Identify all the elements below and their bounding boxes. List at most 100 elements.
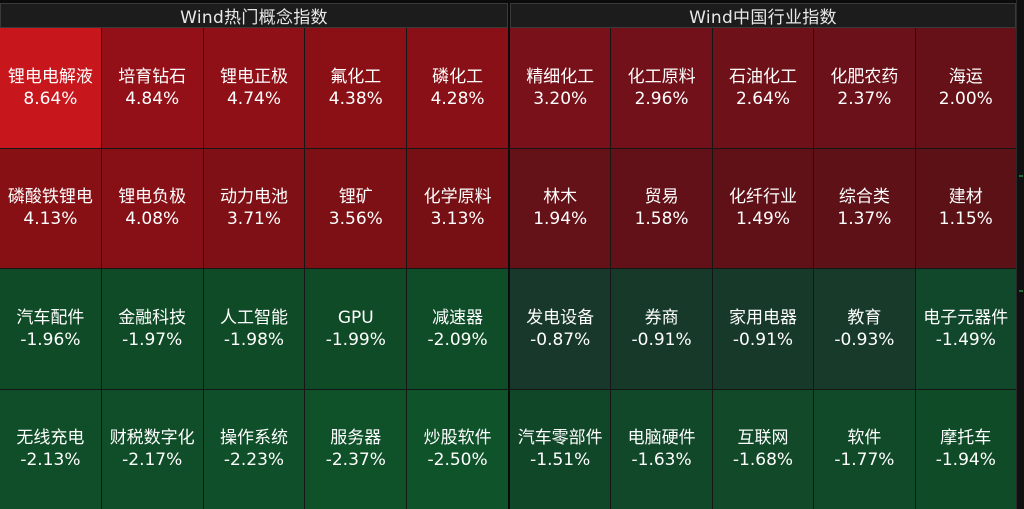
heatmap-tile[interactable]: 金融科技 -1.97% — [101, 269, 203, 389]
industry-index-heatmap: 精细化工 3.20% 化工原料 2.96% 石油化工 2.64% 化肥农药 2.37% 海运 2.… — [510, 28, 1016, 509]
tile-name: 减速器 — [432, 307, 484, 328]
tile-change: -1.49% — [935, 329, 996, 350]
tile-name: 林木 — [543, 187, 578, 208]
heatmap-tile[interactable]: 教育 -0.93% — [814, 269, 915, 389]
tile-name: 综合类 — [838, 187, 890, 208]
tile-name: 建材 — [948, 187, 983, 208]
tile-change: -1.63% — [631, 450, 692, 471]
heatmap-tile[interactable]: 无线充电 -2.13% — [0, 389, 101, 509]
heatmap-tile[interactable]: 化纤行业 1.49% — [712, 148, 814, 268]
concept-index-panel: Wind热门概念指数 锂电电解液 8.64% 培育钻石 4.84% 锂电正极 4.74% 氟… — [0, 0, 508, 509]
tile-name: 电子元器件 — [923, 307, 1009, 328]
heatmap-tile[interactable]: 锂电电解液 8.64% — [0, 28, 101, 148]
tile-name: GPU — [337, 307, 374, 328]
heatmap-tile[interactable]: 互联网 -1.68% — [712, 389, 814, 509]
heatmap-tile[interactable]: 汽车配件 -1.96% — [0, 269, 101, 389]
heatmap-tile[interactable]: 锂电正极 4.74% — [203, 28, 305, 148]
tile-name: 人工智能 — [219, 307, 288, 328]
tile-name: 汽车配件 — [16, 307, 85, 328]
tile-name: 锂电负极 — [118, 187, 187, 208]
tile-change: 1.94% — [533, 209, 588, 230]
heatmap-tile[interactable]: 摩托车 -1.94% — [915, 389, 1016, 509]
tile-change: 3.71% — [226, 209, 281, 230]
tile-name: 化纤行业 — [728, 187, 797, 208]
tile-change: 2.64% — [735, 88, 790, 109]
heatmap-tile[interactable]: 汽车零部件 -1.51% — [510, 389, 611, 509]
tile-change: -1.99% — [325, 329, 386, 350]
tile-name: 化学原料 — [423, 187, 492, 208]
tile-name: 培育钻石 — [118, 66, 187, 87]
heatmap-tile[interactable]: 石油化工 2.64% — [712, 28, 814, 148]
heatmap-tile[interactable]: 林木 1.94% — [510, 148, 611, 268]
heatmap-tile[interactable]: 建材 1.15% — [915, 148, 1016, 268]
tile-name: 电脑硬件 — [627, 428, 696, 449]
heatmap-tile[interactable]: 氟化工 4.38% — [305, 28, 407, 148]
tile-name: 炒股软件 — [423, 428, 492, 449]
tile-change: 1.58% — [634, 209, 689, 230]
tile-change: 8.64% — [23, 88, 78, 109]
tile-name: 券商 — [644, 307, 679, 328]
tile-name: 锂矿 — [338, 187, 373, 208]
tile-change: 3.56% — [328, 209, 383, 230]
heatmap-tile[interactable]: 财税数字化 -2.17% — [101, 389, 203, 509]
tile-change: 4.13% — [23, 209, 78, 230]
heatmap-tile[interactable]: 电子元器件 -1.49% — [915, 269, 1016, 389]
tile-name: 精细化工 — [526, 66, 595, 87]
tile-change: -1.94% — [935, 450, 996, 471]
heatmap-tile[interactable]: 精细化工 3.20% — [510, 28, 611, 148]
tile-name: 化肥农药 — [830, 66, 899, 87]
tile-name: 互联网 — [737, 428, 789, 449]
tile-name: 锂电电解液 — [7, 66, 93, 87]
tile-change: -1.51% — [530, 450, 591, 471]
heatmap-tile[interactable]: 操作系统 -2.23% — [203, 389, 305, 509]
heatmap-tile[interactable]: 减速器 -2.09% — [407, 269, 508, 389]
heatmap-tile[interactable]: GPU -1.99% — [305, 269, 407, 389]
tile-change: 1.49% — [735, 209, 790, 230]
tile-change: 3.13% — [430, 209, 485, 230]
tile-change: -2.50% — [427, 450, 488, 471]
heatmap-tile[interactable]: 动力电池 3.71% — [203, 148, 305, 268]
tile-name: 教育 — [847, 307, 882, 328]
tile-change: 4.38% — [328, 88, 383, 109]
heatmap-tile[interactable]: 海运 2.00% — [915, 28, 1016, 148]
tile-name: 软件 — [847, 428, 882, 449]
heatmap-tile[interactable]: 炒股软件 -2.50% — [407, 389, 508, 509]
tile-name: 锂电正极 — [219, 66, 288, 87]
heatmap-tile[interactable]: 磷酸铁锂电 4.13% — [0, 148, 101, 268]
tile-name: 操作系统 — [219, 428, 288, 449]
heatmap-tile[interactable]: 电脑硬件 -1.63% — [611, 389, 712, 509]
heatmap-tile[interactable]: 家用电器 -0.91% — [712, 269, 814, 389]
tile-change: -2.17% — [122, 450, 183, 471]
heatmap-tile[interactable]: 化学原料 3.13% — [407, 148, 508, 268]
industry-index-title: Wind中国行业指数 — [510, 3, 1016, 28]
heatmap-tile[interactable]: 锂矿 3.56% — [305, 148, 407, 268]
tile-change: -0.87% — [530, 329, 591, 350]
concept-index-title: Wind热门概念指数 — [0, 3, 508, 28]
tile-change: 2.37% — [837, 88, 892, 109]
tile-change: -2.23% — [223, 450, 285, 471]
heatmap-tile[interactable]: 贸易 1.58% — [611, 148, 712, 268]
heatmap-tile[interactable]: 磷化工 4.28% — [407, 28, 508, 148]
tile-change: 2.96% — [634, 88, 689, 109]
heatmap-tile[interactable]: 人工智能 -1.98% — [203, 269, 305, 389]
industry-index-panel: Wind中国行业指数 精细化工 3.20% 化工原料 2.96% 石油化工 2.64% 化肥… — [510, 0, 1016, 509]
tile-name: 金融科技 — [118, 307, 187, 328]
heatmap-tile[interactable]: 软件 -1.77% — [814, 389, 915, 509]
heatmap-tile[interactable]: 化工原料 2.96% — [611, 28, 712, 148]
heatmap-tile[interactable]: 券商 -0.91% — [611, 269, 712, 389]
tile-change: -0.91% — [732, 329, 794, 350]
heatmap-tile[interactable]: 化肥农药 2.37% — [814, 28, 915, 148]
tile-name: 海运 — [948, 66, 983, 87]
heatmap-tile[interactable]: 综合类 1.37% — [814, 148, 915, 268]
heatmap-tile[interactable]: 发电设备 -0.87% — [510, 269, 611, 389]
tile-name: 汽车零部件 — [517, 428, 603, 449]
tile-change: -1.77% — [834, 450, 895, 471]
heatmap-tile[interactable]: 服务器 -2.37% — [305, 389, 407, 509]
tile-name: 磷化工 — [432, 66, 484, 87]
tile-change: 4.08% — [125, 209, 180, 230]
heatmap-tile[interactable]: 锂电负极 4.08% — [101, 148, 203, 268]
side-scrollbar[interactable] — [1016, 0, 1024, 509]
tile-change: -2.37% — [325, 450, 386, 471]
heatmap-tile[interactable]: 培育钻石 4.84% — [101, 28, 203, 148]
tile-name: 财税数字化 — [109, 428, 195, 449]
